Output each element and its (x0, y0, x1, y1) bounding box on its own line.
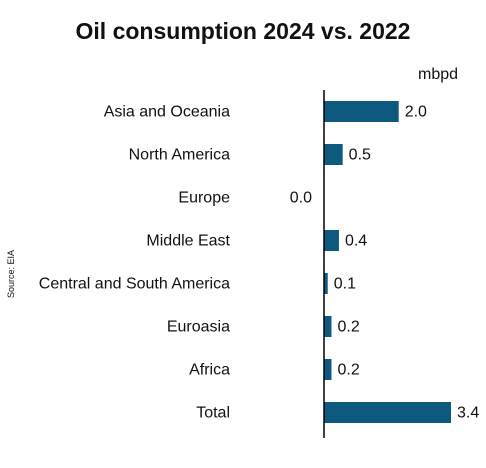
bar (324, 273, 328, 294)
category-label: Central and South America (39, 276, 230, 293)
value-label: 0.1 (334, 276, 356, 293)
category-label: Middle East (146, 233, 230, 250)
unit-label: mbpd (418, 66, 459, 83)
bar (324, 359, 332, 380)
category-label: Total (196, 405, 230, 422)
bar (324, 316, 332, 337)
value-label: 0.4 (345, 233, 367, 250)
bar (324, 144, 343, 165)
bar (324, 230, 339, 251)
value-label: 0.2 (337, 362, 359, 379)
bar (324, 101, 399, 122)
chart-title: Oil consumption 2024 vs. 2022 (75, 18, 411, 44)
value-label: 0.5 (349, 147, 371, 164)
category-label: Africa (189, 362, 230, 379)
category-label: Asia and Oceania (104, 104, 230, 121)
value-label: 2.0 (405, 104, 427, 121)
bar (324, 402, 451, 423)
category-label: Europe (178, 190, 230, 207)
category-label: North America (129, 147, 230, 164)
category-label: Euroasia (167, 319, 230, 336)
value-label: 0.2 (337, 319, 359, 336)
value-label: 3.4 (457, 405, 479, 422)
value-label: 0.0 (290, 190, 312, 207)
